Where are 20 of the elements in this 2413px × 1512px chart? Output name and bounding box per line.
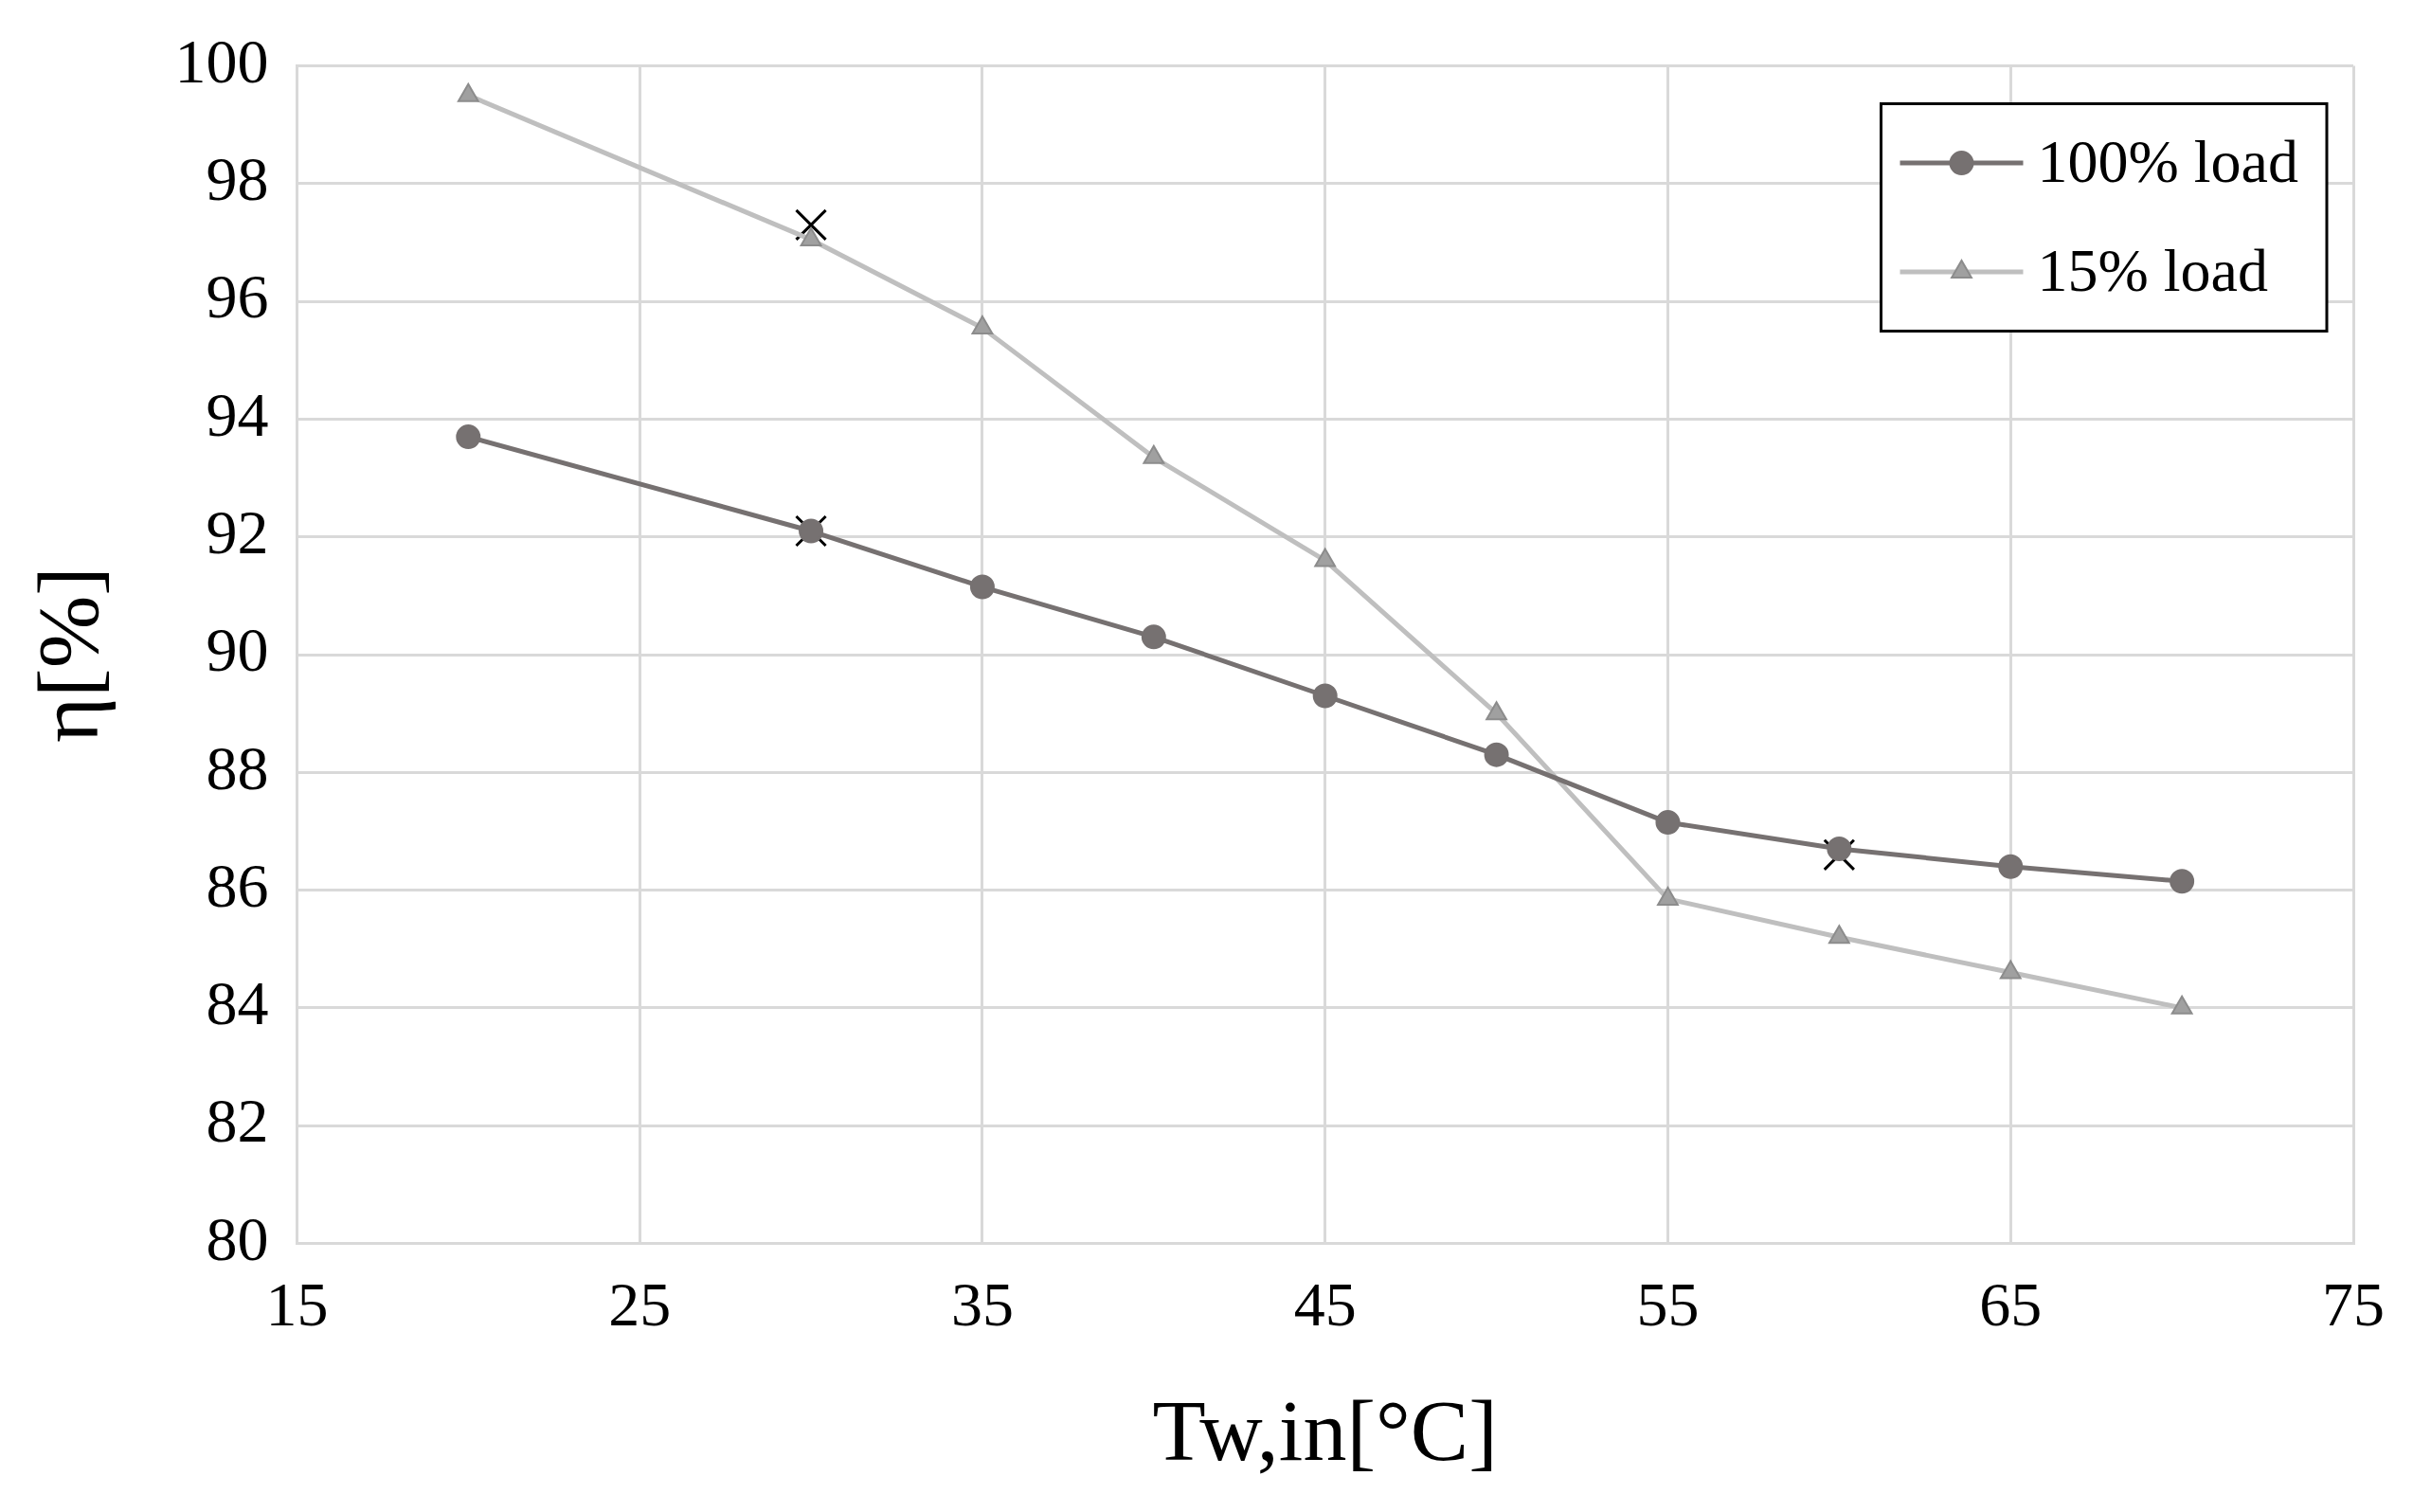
x-axis-title: Tw,in[°C] (1152, 1381, 1498, 1479)
legend-label: 100% load (2037, 127, 2298, 195)
y-tick-label: 90 (206, 615, 269, 685)
y-tick-label: 92 (206, 497, 269, 567)
y-axis-title: η[%] (20, 566, 117, 744)
x-tick-label: 45 (1293, 1269, 1357, 1340)
x-tick-label: 25 (608, 1269, 672, 1340)
x-tick-label: 65 (1979, 1269, 2043, 1340)
y-tick-label: 100 (174, 26, 269, 96)
y-tick-label: 82 (206, 1086, 269, 1156)
legend-label: 15% load (2037, 236, 2268, 304)
y-tick-label: 86 (206, 850, 269, 920)
y-tick-label: 88 (206, 732, 269, 802)
x-tick-label: 35 (950, 1269, 1014, 1340)
x-tick-label: 75 (2322, 1269, 2385, 1340)
y-tick-label: 94 (206, 379, 269, 449)
x-tick-label: 55 (1636, 1269, 1700, 1340)
y-tick-label: 96 (206, 261, 269, 332)
y-tick-label: 84 (206, 968, 269, 1038)
y-tick-label: 98 (206, 144, 269, 214)
